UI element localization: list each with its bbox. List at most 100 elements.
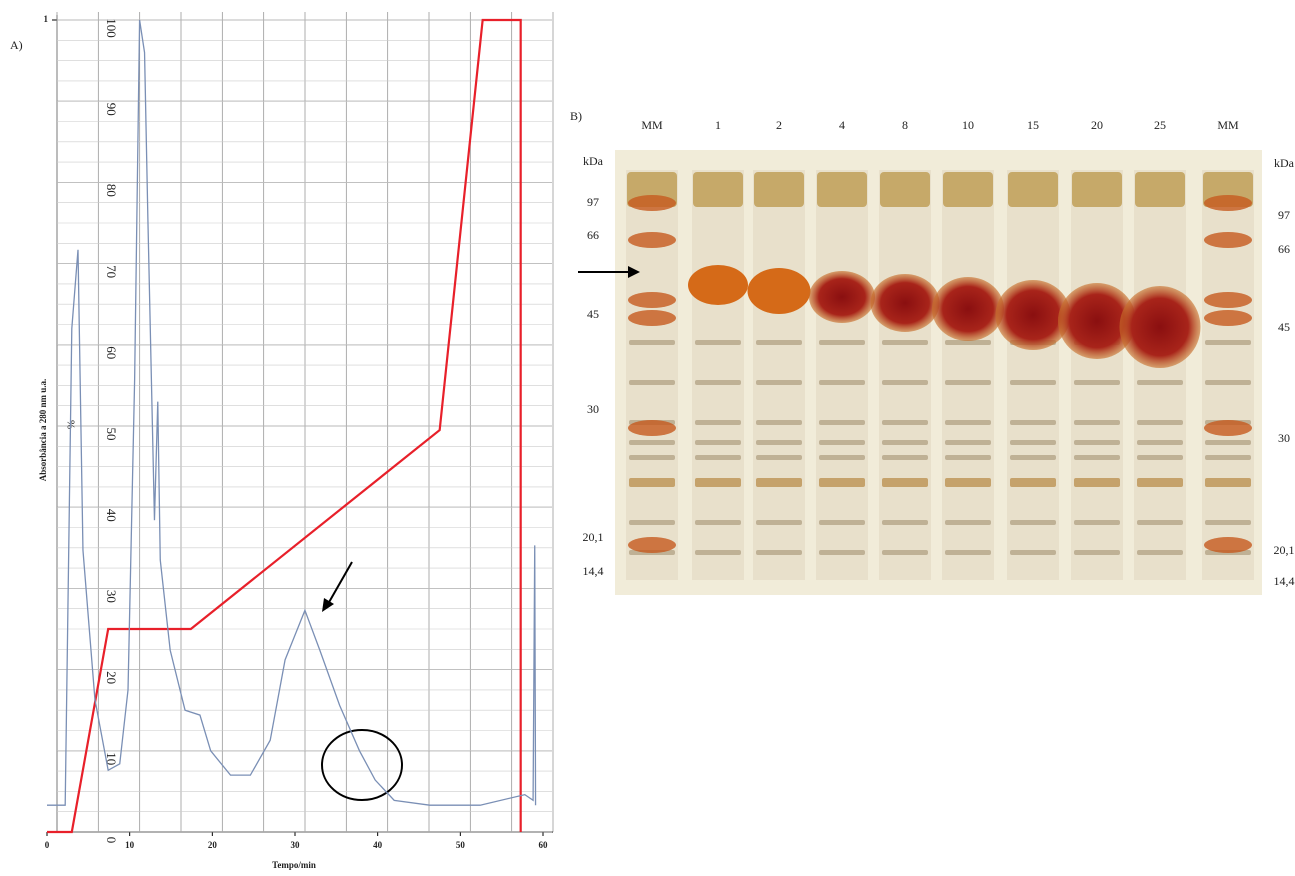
band — [1010, 455, 1056, 460]
x-tick-label: 10 — [125, 840, 135, 850]
band — [880, 172, 930, 207]
arrowhead — [322, 598, 334, 612]
y-tick-label: 50 — [104, 428, 119, 441]
band — [1205, 478, 1251, 487]
gel-bands — [626, 170, 1254, 580]
band — [882, 440, 928, 445]
y-tick-label: 60 — [104, 346, 119, 359]
band — [1074, 455, 1120, 460]
band — [1204, 310, 1252, 326]
band — [1137, 380, 1183, 385]
y-tick-label: 80 — [104, 184, 119, 197]
band — [809, 271, 875, 323]
band — [819, 478, 865, 487]
band — [629, 455, 675, 460]
lane-label: 25 — [1154, 118, 1166, 132]
band — [629, 440, 675, 445]
lane-label: 1 — [715, 118, 721, 132]
band — [819, 380, 865, 385]
marker-label: 30 — [1278, 431, 1290, 445]
band — [628, 232, 676, 248]
marker-label: 66 — [1278, 242, 1290, 256]
band — [1074, 380, 1120, 385]
lane — [753, 170, 805, 580]
band — [1074, 420, 1120, 425]
lane-label: 20 — [1091, 118, 1103, 132]
marker-label: 97 — [1278, 208, 1290, 222]
band — [756, 550, 802, 555]
x-tick-label: 0 — [45, 840, 50, 850]
band — [1010, 478, 1056, 487]
band — [882, 520, 928, 525]
marker-label: 45 — [587, 307, 599, 321]
marker-label: 97 — [587, 195, 599, 209]
band — [819, 520, 865, 525]
band — [945, 478, 991, 487]
band — [1074, 440, 1120, 445]
band — [1204, 195, 1252, 211]
band — [1058, 283, 1136, 359]
band — [693, 172, 743, 207]
band — [1074, 478, 1120, 487]
circle-mark — [321, 729, 403, 801]
band — [695, 455, 741, 460]
band — [747, 268, 811, 314]
lane-label: 8 — [902, 118, 908, 132]
band — [629, 520, 675, 525]
band — [819, 340, 865, 345]
panel-label: A) — [10, 38, 23, 52]
lane — [1007, 170, 1059, 580]
band — [756, 340, 802, 345]
lane — [692, 170, 744, 580]
unit-label: kDa — [1274, 156, 1295, 170]
band — [756, 420, 802, 425]
band — [1074, 520, 1120, 525]
y-tick-label: 1 — [44, 14, 49, 24]
marker-label: 14,4 — [583, 564, 604, 578]
lane — [942, 170, 994, 580]
band — [1205, 440, 1251, 445]
marker-label: 14,4 — [1274, 574, 1295, 588]
band — [1205, 340, 1251, 345]
band — [945, 420, 991, 425]
y-tick-label: 20 — [104, 671, 119, 684]
band — [1205, 380, 1251, 385]
band — [1204, 232, 1252, 248]
band — [1204, 537, 1252, 553]
lane — [1071, 170, 1123, 580]
band — [1074, 550, 1120, 555]
y-axis-label: Absorbância a 280 nm u.a. — [38, 379, 48, 482]
band — [819, 550, 865, 555]
series-line — [47, 19, 537, 806]
band — [695, 478, 741, 487]
lane-label: 2 — [776, 118, 782, 132]
band — [945, 520, 991, 525]
band — [882, 380, 928, 385]
band — [1010, 520, 1056, 525]
band — [1137, 420, 1183, 425]
band — [1137, 440, 1183, 445]
y-tick-label: 10 — [104, 752, 119, 765]
x-tick-label: 60 — [539, 840, 549, 850]
x-tick-label: 40 — [373, 840, 383, 850]
band — [819, 455, 865, 460]
band — [695, 520, 741, 525]
y-tick-label: 30 — [104, 590, 119, 603]
marker-label: 20,1 — [1274, 543, 1295, 557]
y-tick-label: 40 — [104, 509, 119, 522]
band — [628, 420, 676, 436]
band — [695, 420, 741, 425]
band — [1137, 478, 1183, 487]
band — [1137, 455, 1183, 460]
band — [1137, 550, 1183, 555]
band — [695, 340, 741, 345]
lane-label: 4 — [839, 118, 845, 132]
band — [628, 292, 676, 308]
lane-label: 15 — [1027, 118, 1039, 132]
band — [819, 420, 865, 425]
band — [870, 274, 940, 332]
band — [695, 550, 741, 555]
band — [882, 340, 928, 345]
arrow — [327, 561, 353, 605]
y-tick-label: 90 — [104, 103, 119, 116]
